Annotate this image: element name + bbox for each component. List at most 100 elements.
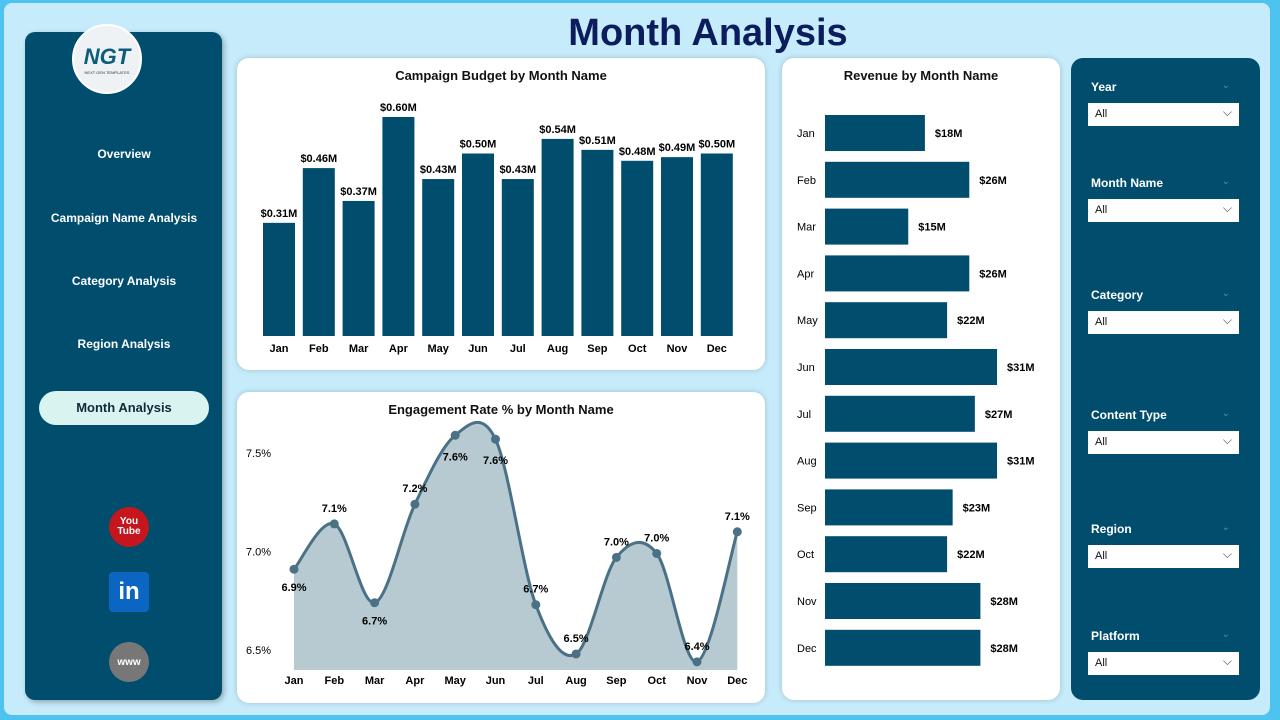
- bar: [263, 222, 295, 336]
- x-tick-label: Apr: [405, 675, 425, 687]
- filter-content-type-dropdown[interactable]: All ⌵: [1088, 431, 1239, 454]
- data-label: 6.7%: [362, 616, 387, 628]
- data-label: 7.1%: [725, 511, 750, 523]
- nav-category-analysis[interactable]: Category Analysis: [71, 274, 177, 288]
- youtube-icon[interactable]: You Tube: [109, 507, 149, 547]
- bar: [700, 153, 733, 336]
- chart-title: Campaign Budget by Month Name: [395, 68, 607, 83]
- chevron-down-icon: ⌵: [1222, 105, 1232, 119]
- bar: [825, 115, 925, 151]
- data-label: $0.43M: [420, 164, 457, 176]
- selected-value: All: [1095, 108, 1108, 120]
- bar: [825, 489, 953, 526]
- data-point: [571, 649, 581, 659]
- data-label: $0.51M: [579, 135, 616, 147]
- chevron-down-icon: ⌵: [1222, 201, 1232, 215]
- x-tick-label: Sep: [606, 675, 626, 687]
- x-tick-label: Jul: [528, 675, 544, 687]
- data-label: 6.9%: [281, 582, 306, 594]
- y-tick-label: 7.5%: [246, 448, 271, 460]
- x-tick-label: Oct: [648, 675, 667, 687]
- chevron-down-icon[interactable]: ⌄: [1221, 176, 1230, 187]
- data-label: $23M: [963, 502, 991, 514]
- linkedin-icon[interactable]: in: [109, 572, 149, 612]
- nav-month-analysis[interactable]: Month Analysis: [39, 391, 209, 425]
- data-label: $0.50M: [460, 139, 497, 151]
- x-tick-label: Mar: [365, 675, 385, 687]
- x-tick-label: Jun: [468, 343, 488, 355]
- bar: [382, 117, 415, 336]
- sidebar: NGT NEXT GEN TEMPLATES Overview Campaign …: [25, 24, 222, 700]
- data-point: [491, 434, 500, 444]
- chevron-down-icon: ⌵: [1222, 547, 1232, 561]
- data-label: $18M: [935, 128, 963, 140]
- area-fill: [294, 422, 738, 670]
- y-tick-label: Feb: [797, 175, 816, 187]
- data-label: 6.5%: [564, 633, 589, 645]
- bar: [825, 302, 948, 339]
- y-tick-label: 7.0%: [246, 547, 271, 559]
- chevron-down-icon[interactable]: ⌄: [1221, 288, 1230, 299]
- x-tick-label: Dec: [707, 343, 727, 355]
- selected-value: All: [1095, 204, 1108, 216]
- y-tick-label: Sep: [797, 502, 817, 514]
- campaign-budget-card: Campaign Budget by Month Name $0.31M Jan $…: [237, 58, 765, 370]
- nav-campaign-name-analysis[interactable]: Campaign Name Analysis: [50, 211, 198, 225]
- x-tick-label: Feb: [309, 343, 329, 355]
- chevron-down-icon[interactable]: ⌄: [1221, 522, 1230, 533]
- data-label: $0.60M: [380, 102, 417, 114]
- filter-region-dropdown[interactable]: All ⌵: [1088, 545, 1239, 568]
- data-label: $15M: [918, 222, 946, 234]
- data-point: [692, 657, 702, 667]
- data-label: 7.0%: [604, 536, 629, 548]
- bar: [501, 179, 534, 336]
- selected-value: All: [1095, 436, 1108, 448]
- x-tick-label: May: [444, 675, 466, 687]
- y-tick-label: Apr: [797, 268, 814, 280]
- page-title: Month Analysis: [568, 12, 848, 54]
- data-label: $0.49M: [659, 142, 696, 154]
- x-tick-label: Dec: [727, 675, 747, 687]
- filter-month-name-dropdown[interactable]: All ⌵: [1088, 199, 1239, 222]
- chevron-down-icon[interactable]: ⌄: [1221, 629, 1230, 640]
- filter-region-label: Region: [1091, 522, 1132, 536]
- x-tick-label: Jun: [486, 675, 506, 687]
- data-label: $0.50M: [698, 139, 735, 151]
- data-label: $0.31M: [261, 208, 298, 220]
- bar: [825, 208, 909, 245]
- y-tick-label: Dec: [797, 643, 817, 655]
- filter-platform-label: Platform: [1091, 629, 1140, 643]
- nav-region-analysis[interactable]: Region Analysis: [77, 337, 171, 351]
- filter-category-dropdown[interactable]: All ⌵: [1088, 311, 1239, 334]
- chevron-down-icon[interactable]: ⌄: [1221, 408, 1230, 419]
- bar: [422, 179, 455, 336]
- campaign-budget-chart: $0.31M Jan $0.46M Feb $0.37M Mar $0.60M Apr $0.4…: [261, 102, 736, 355]
- selected-value: All: [1095, 316, 1108, 328]
- y-tick-label: May: [797, 315, 818, 327]
- globe-www-icon[interactable]: www: [109, 642, 149, 682]
- filter-year-dropdown[interactable]: All ⌵: [1088, 103, 1239, 126]
- nav-overview[interactable]: Overview: [97, 147, 151, 161]
- filter-platform-dropdown[interactable]: All ⌵: [1088, 652, 1239, 675]
- bar: [825, 583, 981, 619]
- engagement-rate-card: Engagement Rate % by Month Name 6.5% 7.0%…: [237, 392, 765, 703]
- data-label: $28M: [990, 643, 1018, 655]
- x-tick-label: Mar: [349, 343, 369, 355]
- data-label: $0.54M: [539, 124, 576, 136]
- data-label: 7.2%: [402, 483, 427, 495]
- data-label: 7.0%: [644, 532, 669, 544]
- x-tick-label: Sep: [587, 343, 607, 355]
- x-tick-label: Aug: [547, 343, 568, 355]
- chevron-down-icon: ⌵: [1222, 654, 1232, 668]
- bar: [825, 255, 970, 292]
- y-tick-label: Jun: [797, 362, 815, 374]
- bar: [825, 349, 998, 385]
- x-tick-label: Nov: [687, 675, 709, 687]
- data-point: [732, 527, 742, 537]
- chevron-down-icon[interactable]: ⌄: [1221, 80, 1230, 91]
- chart-title: Engagement Rate % by Month Name: [388, 402, 614, 417]
- y-tick-label: Mar: [797, 222, 816, 234]
- data-label: 6.7%: [523, 584, 548, 596]
- y-tick-label: Nov: [797, 596, 817, 608]
- data-label: $22M: [957, 549, 985, 561]
